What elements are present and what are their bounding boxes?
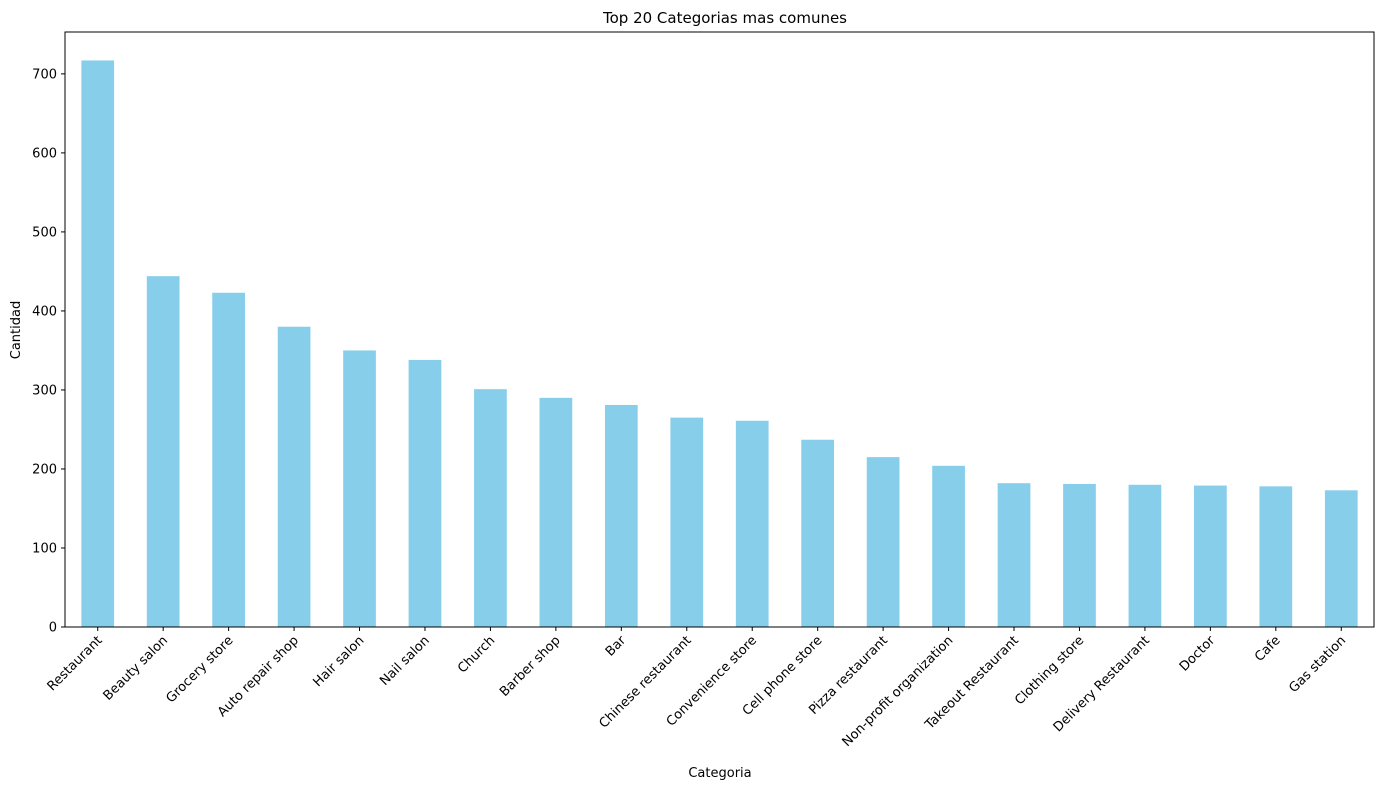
bar-auto-repair-shop (277, 326, 311, 627)
bar-beauty-salon (146, 276, 180, 627)
bar-gas-station (1324, 490, 1358, 627)
plot-frame (64, 31, 1375, 628)
bar-hair-salon (343, 350, 376, 627)
y-tick-label: 300 (32, 383, 57, 398)
y-tick-label: 0 (49, 621, 57, 636)
bar-non-profit-organization (932, 465, 965, 627)
bar-doctor (1194, 485, 1227, 627)
bars-group (81, 60, 1358, 627)
bar-takeout-restaurant (997, 483, 1031, 627)
bar-church (474, 389, 507, 627)
y-axis-label: Cantidad (9, 301, 24, 359)
bar-barber-shop (539, 397, 573, 627)
y-axis: 0 100 200 300 400 500 600 700 (32, 67, 65, 636)
bar-grocery-store (212, 292, 245, 627)
bar-cafe (1259, 486, 1293, 627)
bar-pizza-restaurant (866, 457, 900, 627)
bar-convenience-store (735, 420, 769, 627)
bar-chinese-restaurant (670, 417, 704, 627)
bar-cell-phone-store (801, 439, 835, 627)
bar-clothing-store (1063, 483, 1096, 627)
bar-nail-salon (408, 359, 442, 627)
y-tick-label: 200 (32, 462, 57, 477)
y-tick-label: 500 (32, 225, 57, 240)
chart-title: Top 20 Categorias mas comunes (602, 9, 847, 27)
y-tick-label: 100 (32, 541, 57, 556)
bar-restaurant (81, 60, 115, 627)
bar-delivery-restaurant (1128, 484, 1162, 627)
x-axis-label: Categoria (688, 766, 751, 781)
y-tick-label: 400 (32, 304, 57, 319)
y-tick-label: 700 (32, 67, 57, 82)
y-tick-label: 600 (32, 146, 57, 161)
bar-bar (604, 404, 638, 627)
